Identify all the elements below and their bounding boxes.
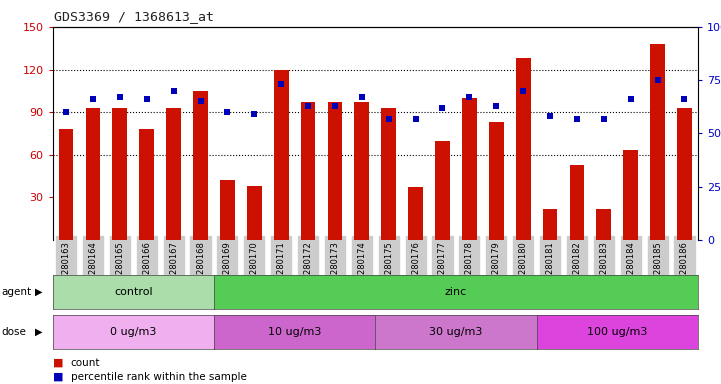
Text: ■: ■ bbox=[53, 358, 63, 368]
Bar bbox=[167, 108, 181, 240]
Point bbox=[61, 109, 72, 115]
Point bbox=[544, 113, 556, 119]
Bar bbox=[86, 108, 100, 240]
Text: ▶: ▶ bbox=[35, 287, 42, 297]
Text: percentile rank within the sample: percentile rank within the sample bbox=[71, 372, 247, 382]
Text: control: control bbox=[114, 287, 153, 297]
Point bbox=[598, 116, 609, 122]
Text: count: count bbox=[71, 358, 100, 368]
Text: 100 ug/m3: 100 ug/m3 bbox=[587, 327, 647, 337]
Text: 0 ug/m3: 0 ug/m3 bbox=[110, 327, 156, 337]
Bar bbox=[570, 165, 584, 240]
Point bbox=[221, 109, 233, 115]
Point bbox=[490, 103, 502, 109]
Point bbox=[410, 116, 421, 122]
Text: zinc: zinc bbox=[445, 287, 467, 297]
Bar bbox=[193, 91, 208, 240]
Point bbox=[87, 96, 99, 103]
Point bbox=[437, 105, 448, 111]
Text: ■: ■ bbox=[53, 372, 63, 382]
Bar bbox=[677, 108, 692, 240]
Bar bbox=[381, 108, 396, 240]
Point bbox=[141, 96, 153, 103]
Point bbox=[652, 77, 663, 83]
Bar bbox=[408, 187, 423, 240]
Bar bbox=[247, 186, 262, 240]
Bar bbox=[274, 70, 288, 240]
Point bbox=[249, 111, 260, 118]
Point bbox=[329, 103, 341, 109]
Point bbox=[195, 98, 206, 104]
Text: dose: dose bbox=[1, 327, 27, 337]
Bar bbox=[543, 209, 557, 240]
Bar bbox=[489, 122, 504, 240]
Point bbox=[678, 96, 690, 103]
Bar bbox=[327, 102, 342, 240]
Bar bbox=[301, 102, 316, 240]
Bar bbox=[139, 129, 154, 240]
Point bbox=[275, 81, 287, 88]
Bar bbox=[112, 108, 127, 240]
Point bbox=[356, 94, 368, 100]
Bar bbox=[462, 98, 477, 240]
Point bbox=[518, 88, 529, 94]
Point bbox=[571, 116, 583, 122]
Bar bbox=[650, 44, 665, 240]
Point bbox=[302, 103, 314, 109]
Bar bbox=[435, 141, 450, 240]
Bar bbox=[355, 102, 369, 240]
Text: 10 ug/m3: 10 ug/m3 bbox=[268, 327, 322, 337]
Text: 30 ug/m3: 30 ug/m3 bbox=[429, 327, 482, 337]
Bar bbox=[220, 180, 235, 240]
Point bbox=[464, 94, 475, 100]
Point bbox=[383, 116, 394, 122]
Point bbox=[625, 96, 637, 103]
Bar bbox=[596, 209, 611, 240]
Text: agent: agent bbox=[1, 287, 32, 297]
Text: ▶: ▶ bbox=[35, 327, 42, 337]
Bar bbox=[58, 129, 74, 240]
Bar bbox=[624, 151, 638, 240]
Point bbox=[114, 94, 125, 100]
Point bbox=[168, 88, 180, 94]
Text: GDS3369 / 1368613_at: GDS3369 / 1368613_at bbox=[54, 10, 214, 23]
Bar bbox=[516, 58, 531, 240]
